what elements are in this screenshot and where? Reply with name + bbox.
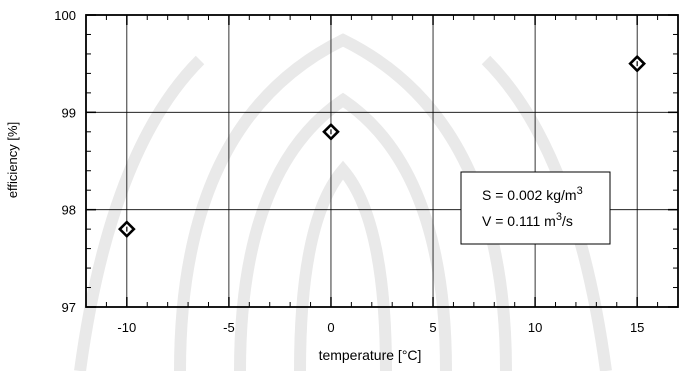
y-tick-label: 99 [62, 105, 76, 120]
annotation-line-2: V = 0.111 m3/s [482, 211, 573, 229]
x-tick-label: 10 [528, 320, 542, 335]
y-tick-labels: 97 98 99 100 [54, 8, 76, 315]
data-points [117, 54, 647, 238]
plot-frame [85, 14, 679, 308]
y-tick-label: 97 [62, 300, 76, 315]
data-point [117, 220, 136, 238]
y-axis-label: efficiency [%] [5, 122, 20, 198]
data-point [322, 122, 340, 141]
x-tick-label: -5 [223, 320, 235, 335]
x-tick-label: 5 [429, 320, 436, 335]
axis-ticks [85, 14, 679, 308]
y-tick-label: 100 [54, 8, 76, 23]
x-tick-label: -10 [117, 320, 136, 335]
x-tick-label: 0 [327, 320, 334, 335]
x-axis-label: temperature [°C] [319, 347, 422, 363]
annotation-box: S = 0.002 kg/m3 V = 0.111 m3/s [460, 171, 611, 245]
x-tick-label: 15 [630, 320, 644, 335]
annotation-line-1: S = 0.002 kg/m3 [482, 185, 583, 203]
data-point [628, 54, 647, 73]
x-tick-labels: -10 -5 0 5 10 15 [117, 320, 644, 335]
y-tick-label: 98 [62, 203, 76, 218]
